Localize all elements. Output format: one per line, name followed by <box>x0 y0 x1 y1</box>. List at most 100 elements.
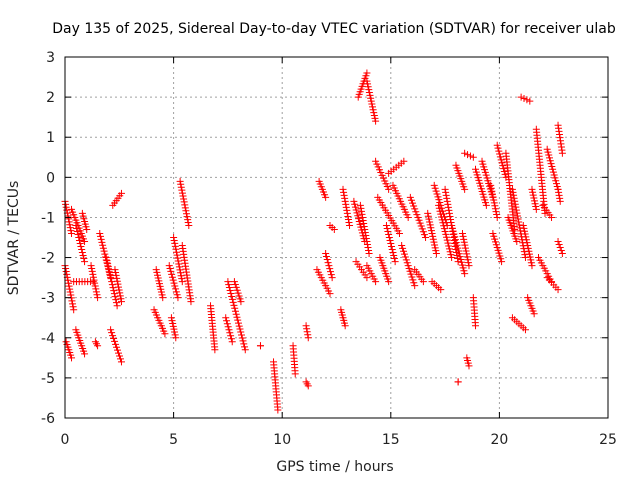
data-point <box>528 262 536 270</box>
data-point <box>355 215 363 223</box>
data-point <box>359 213 367 221</box>
data-point <box>166 264 174 272</box>
data-point <box>527 256 535 264</box>
data-point <box>410 202 418 210</box>
data-point <box>344 215 352 223</box>
data-point <box>222 314 230 322</box>
data-point <box>68 354 76 362</box>
data-point <box>429 235 437 243</box>
data-point <box>358 210 366 218</box>
data-point <box>104 263 112 271</box>
data-point <box>522 236 530 244</box>
data-point <box>551 174 559 182</box>
x-axis-label: GPS time / hours <box>276 459 393 475</box>
data-point <box>115 349 123 357</box>
x-tick-label: 5 <box>169 432 178 448</box>
data-point <box>223 320 231 328</box>
data-point <box>558 149 566 157</box>
data-point <box>500 167 508 175</box>
data-point <box>513 238 521 246</box>
y-tick-label: -6 <box>41 411 55 427</box>
data-point <box>390 255 398 263</box>
data-point <box>171 331 179 339</box>
data-point <box>511 197 519 205</box>
data-point <box>99 244 107 252</box>
x-tick-label: 0 <box>61 432 70 448</box>
data-point <box>513 209 521 217</box>
data-point <box>231 307 239 315</box>
data-point <box>433 190 441 198</box>
data-point <box>239 337 247 345</box>
data-point <box>67 227 75 235</box>
data-point <box>482 201 490 209</box>
data-point <box>553 183 561 191</box>
data-point <box>463 253 471 261</box>
data-point <box>110 290 118 298</box>
data-point <box>409 276 417 284</box>
data-point <box>169 319 177 327</box>
data-point <box>440 222 448 230</box>
data-point <box>402 256 410 264</box>
data-point <box>291 370 299 378</box>
data-point <box>365 86 373 94</box>
data-point <box>94 342 102 350</box>
data-point <box>328 274 336 282</box>
data-point <box>490 199 498 207</box>
data-point <box>174 254 182 262</box>
data-point <box>466 152 474 160</box>
data-point <box>354 212 362 220</box>
data-point <box>351 200 359 208</box>
data-point <box>458 229 466 237</box>
data-point <box>493 141 501 149</box>
data-point <box>232 310 240 318</box>
data-point <box>365 250 373 258</box>
data-point <box>391 258 399 266</box>
data-point <box>496 150 504 158</box>
data-point <box>224 278 232 286</box>
data-point <box>548 213 556 221</box>
points-layer <box>61 69 566 414</box>
x-tick-label: 25 <box>599 432 617 448</box>
data-point <box>180 198 188 206</box>
data-point <box>544 148 552 156</box>
data-point <box>491 202 499 210</box>
data-point <box>80 255 88 263</box>
data-point <box>230 278 238 286</box>
data-point <box>113 274 121 282</box>
data-point <box>444 200 452 208</box>
data-point <box>66 224 74 232</box>
data-point <box>159 294 167 302</box>
data-point <box>168 317 176 325</box>
data-point <box>459 232 467 240</box>
data-point <box>185 221 193 229</box>
data-point <box>235 322 243 330</box>
data-point <box>340 191 348 199</box>
data-point <box>385 230 393 238</box>
data-point <box>510 194 518 202</box>
data-point <box>415 216 423 224</box>
data-point <box>461 185 469 193</box>
data-point <box>403 259 411 267</box>
data-point <box>326 265 334 273</box>
data-point <box>447 215 455 223</box>
data-point <box>365 247 373 255</box>
data-point <box>531 200 539 208</box>
data-point <box>443 197 451 205</box>
data-point <box>355 217 363 225</box>
data-point <box>555 241 563 249</box>
data-point <box>89 270 97 278</box>
data-point <box>434 193 442 201</box>
data-point <box>116 355 124 363</box>
data-point <box>372 117 380 125</box>
data-point <box>342 200 350 208</box>
data-point <box>171 328 179 336</box>
data-point <box>512 206 520 214</box>
data-point <box>363 274 371 282</box>
data-point <box>326 290 334 298</box>
data-point <box>179 192 187 200</box>
data-point <box>102 253 110 261</box>
data-point <box>441 185 449 193</box>
data-point <box>389 249 397 257</box>
data-point <box>363 241 371 249</box>
